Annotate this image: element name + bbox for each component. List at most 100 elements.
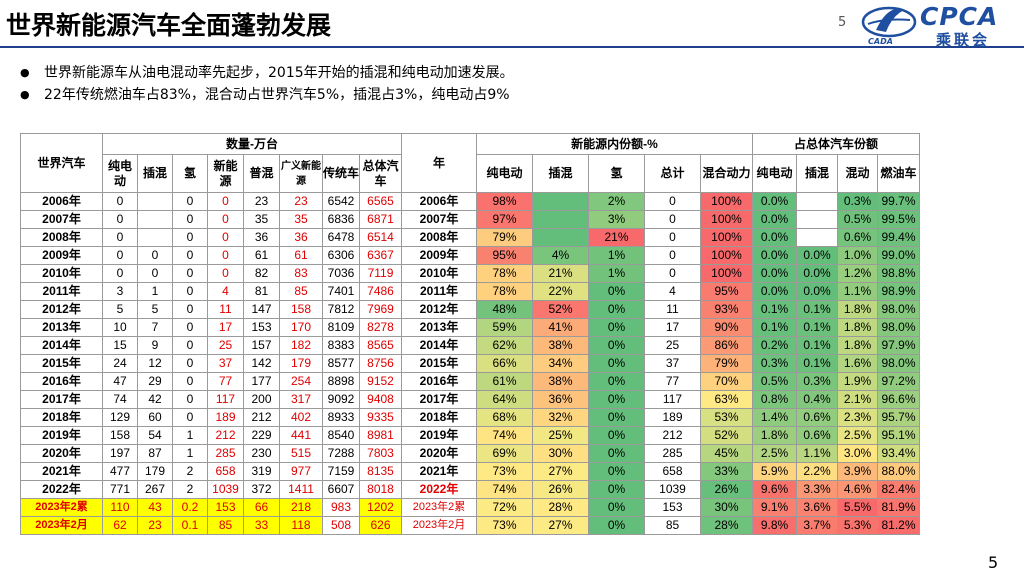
table-cell: 74%	[476, 426, 533, 445]
table-cell: 23	[279, 192, 323, 211]
table-cell: 23	[243, 192, 280, 211]
table-cell: 1	[172, 426, 208, 445]
table-cell: 0	[172, 282, 208, 301]
table-row: 2015年 24 12 0 37 142 179 8577 8756 2015年 66% 34% 0% 3…	[20, 354, 920, 373]
row-label-year: 2022年	[20, 480, 103, 499]
row-label-year: 2015年	[401, 354, 477, 373]
table-cell: 0%	[588, 300, 645, 319]
table-cell: 1.1%	[796, 444, 838, 463]
table-cell: 81.9%	[877, 498, 920, 517]
table-cell: 8383	[322, 336, 360, 355]
table-cell: 0	[644, 228, 701, 247]
table-cell: 0%	[588, 498, 645, 517]
table-cell: 372	[243, 480, 280, 499]
table-cell: 35	[243, 210, 280, 229]
table-cell: 1.8%	[837, 336, 878, 355]
table-cell: 66%	[476, 354, 533, 373]
table-cell: 2%	[588, 192, 645, 211]
table-cell: 0.1%	[796, 336, 838, 355]
row-label-year: 2023年2累	[401, 498, 477, 517]
table-cell: 88.0%	[877, 462, 920, 481]
table-cell: 254	[279, 372, 323, 391]
table-cell: 0.0%	[752, 246, 797, 265]
table-cell: 0	[137, 264, 173, 283]
table-cell: 61	[243, 246, 280, 265]
table-cell: 26%	[532, 480, 589, 499]
page-title: 世界新能源汽车全面蓬勃发展	[6, 11, 332, 40]
table-cell	[796, 210, 838, 229]
table-cell: 3.0%	[837, 444, 878, 463]
table-cell: 36	[279, 228, 323, 247]
row-label-year: 2014年	[20, 336, 103, 355]
table-cell: 37	[644, 354, 701, 373]
table-cell: 1.4%	[752, 408, 797, 427]
table-cell: 2.5%	[837, 426, 878, 445]
table-cell: 179	[279, 354, 323, 373]
table-cell: 317	[279, 390, 323, 409]
table-cell: 0.0%	[752, 228, 797, 247]
col-header: 普混	[243, 154, 280, 193]
row-label-year: 2009年	[401, 246, 477, 265]
table-cell: 26%	[700, 480, 753, 499]
row-label-year: 2010年	[20, 264, 103, 283]
col-header: 插混	[796, 154, 838, 193]
table-cell: 43	[137, 498, 173, 517]
table-cell: 0	[102, 210, 138, 229]
row-label-year: 2010年	[401, 264, 477, 283]
table-cell: 1.6%	[837, 354, 878, 373]
table-cell: 72%	[476, 498, 533, 517]
table-cell: 41%	[532, 318, 589, 337]
row-label-year: 2016年	[20, 372, 103, 391]
col-header: 混动	[837, 154, 878, 193]
table-cell: 81	[243, 282, 280, 301]
table-cell	[532, 210, 589, 229]
row-label-year: 2021年	[401, 462, 477, 481]
table-cell: 33	[243, 516, 280, 535]
table-cell: 117	[644, 390, 701, 409]
row-label-year: 2020年	[401, 444, 477, 463]
table-cell: 0	[172, 228, 208, 247]
table-cell: 142	[243, 354, 280, 373]
table-cell: 1	[172, 444, 208, 463]
table-cell: 74	[102, 390, 138, 409]
table-cell: 0%	[588, 426, 645, 445]
table-cell: 98.8%	[877, 264, 920, 283]
table-cell: 0	[172, 354, 208, 373]
table-cell: 100%	[700, 264, 753, 283]
table-cell: 8756	[359, 354, 402, 373]
row-label-year: 2012年	[20, 300, 103, 319]
row-label-year: 2020年	[20, 444, 103, 463]
col-header: 纯电动	[752, 154, 797, 193]
table-cell: 189	[207, 408, 244, 427]
table-cell: 85	[279, 282, 323, 301]
table-cell: 5.3%	[837, 516, 878, 535]
table-cell: 9092	[322, 390, 360, 409]
table-cell: 25%	[532, 426, 589, 445]
table-cell: 153	[207, 498, 244, 517]
table-cell: 2	[172, 480, 208, 499]
bullet-item: 世界新能源车从油电混动率先起步，2015年开始的插混和纯电动加速发展。	[20, 62, 514, 84]
table-cell: 2.2%	[796, 462, 838, 481]
table-row: 2017年 74 42 0 117 200 317 9092 9408 2017年 64% 36% 0%…	[20, 390, 920, 409]
col-header: 氢	[588, 154, 645, 193]
table-cell: 7486	[359, 282, 402, 301]
col-header: 总计	[644, 154, 701, 193]
table-cell: 8981	[359, 426, 402, 445]
row-label-year: 2023年2累	[20, 498, 103, 517]
col-header: 插混	[137, 154, 173, 193]
table-cell: 6542	[322, 192, 360, 211]
table-cell: 7288	[322, 444, 360, 463]
table-cell: 23	[137, 516, 173, 535]
table-cell: 0.8%	[752, 390, 797, 409]
table-cell: 48%	[476, 300, 533, 319]
table-cell: 62	[102, 516, 138, 535]
table-row: 2023年2累 110 43 0.2 153 66 218 983 1202 2023年2累 72%…	[20, 498, 920, 517]
cpca-logo: CADA CPCA 乘联会	[858, 2, 1018, 49]
table-cell: 7969	[359, 300, 402, 319]
row-label-year: 2008年	[401, 228, 477, 247]
table-cell: 477	[102, 462, 138, 481]
table-cell: 179	[137, 462, 173, 481]
row-label-year: 2017年	[20, 390, 103, 409]
table-cell: 79%	[476, 228, 533, 247]
bullet-list: 世界新能源车从油电混动率先起步，2015年开始的插混和纯电动加速发展。 22年传…	[20, 62, 514, 106]
